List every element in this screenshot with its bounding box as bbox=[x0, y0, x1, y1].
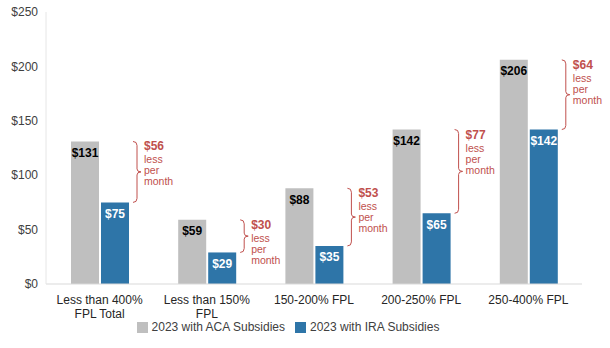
svg-text:$29: $29 bbox=[212, 257, 232, 271]
svg-text:$150: $150 bbox=[11, 114, 38, 128]
svg-text:$77lesspermonth: $77lesspermonth bbox=[466, 128, 495, 176]
svg-text:200-250% FPL: 200-250% FPL bbox=[381, 293, 461, 307]
svg-text:$142: $142 bbox=[530, 134, 557, 148]
svg-text:$0: $0 bbox=[25, 277, 39, 291]
svg-text:Less than 400%FPL Total: Less than 400%FPL Total bbox=[57, 293, 143, 321]
svg-text:$59: $59 bbox=[182, 224, 202, 238]
svg-text:$56lesspermonth: $56lesspermonth bbox=[144, 139, 173, 187]
html-text:2023 with ACA Subsidies: 2023 with ACA Subsidies bbox=[151, 320, 285, 334]
html-text:2023 with IRA Subsidies: 2023 with IRA Subsidies bbox=[310, 320, 440, 334]
svg-text:$200: $200 bbox=[11, 60, 38, 74]
svg-text:$53lesspermonth: $53lesspermonth bbox=[358, 186, 387, 234]
svg-text:250-400% FPL: 250-400% FPL bbox=[488, 293, 568, 307]
svg-text:$35: $35 bbox=[319, 250, 339, 264]
svg-text:Less than 150%FPL: Less than 150%FPL bbox=[164, 293, 250, 321]
svg-text:$100: $100 bbox=[11, 168, 38, 182]
svg-text:$75: $75 bbox=[105, 207, 125, 221]
svg-text:$206: $206 bbox=[500, 64, 527, 78]
svg-text:$65: $65 bbox=[427, 218, 447, 232]
svg-text:$30lesspermonth: $30lesspermonth bbox=[251, 218, 280, 266]
svg-text:$88: $88 bbox=[289, 193, 309, 207]
svg-text:150-200% FPL: 150-200% FPL bbox=[274, 293, 354, 307]
svg-text:$64lesspermonth: $64lesspermonth bbox=[573, 58, 602, 106]
svg-text:$131: $131 bbox=[72, 146, 99, 160]
svg-text:$142: $142 bbox=[393, 134, 420, 148]
svg-text:$50: $50 bbox=[18, 223, 38, 237]
svg-text:$250: $250 bbox=[11, 5, 38, 19]
